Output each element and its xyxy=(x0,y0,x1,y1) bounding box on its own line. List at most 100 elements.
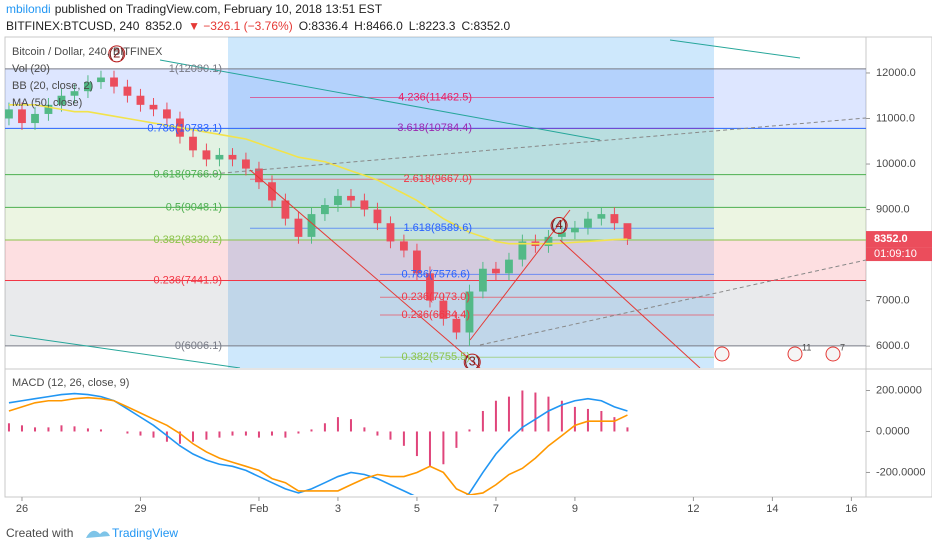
histogram-bar xyxy=(363,427,366,432)
candle-body xyxy=(242,159,250,169)
wave-marker xyxy=(108,45,126,63)
y-tick-label: 0.0000 xyxy=(876,425,910,437)
wave-label: (2) xyxy=(109,45,125,60)
fib-label: 2.618(9667.0) xyxy=(404,173,473,185)
candle-body xyxy=(465,291,474,333)
fib-label: 1.618(8589.6) xyxy=(404,222,473,234)
candle-body xyxy=(623,223,632,240)
histogram-bar xyxy=(560,400,563,432)
fib-band xyxy=(5,128,866,175)
candle-body xyxy=(123,86,132,96)
candle-body xyxy=(84,82,92,92)
event-badge: 11 xyxy=(802,342,811,352)
histogram-bar xyxy=(47,427,50,432)
histogram-bar xyxy=(415,431,418,457)
histogram-bar xyxy=(231,431,234,436)
candle-body xyxy=(478,268,487,292)
indicator-label: MA (50, close) xyxy=(12,97,82,109)
candle-body xyxy=(334,195,342,206)
candle-body xyxy=(399,241,408,251)
histogram-bar xyxy=(586,408,589,432)
histogram-bar xyxy=(20,425,23,432)
candle-body xyxy=(268,182,276,201)
change: ▼ −326.1 (−3.76%) xyxy=(188,19,293,33)
candle-body xyxy=(452,318,461,333)
candle-body xyxy=(136,95,145,105)
histogram-bar xyxy=(507,396,510,432)
trend-line xyxy=(249,169,481,368)
created-with: Created with xyxy=(6,526,73,540)
candle-body xyxy=(321,205,329,215)
price-pane xyxy=(5,37,866,368)
histogram-bar xyxy=(218,431,221,438)
candle-body xyxy=(571,227,579,233)
close: C:8352.0 xyxy=(461,19,510,33)
fib-label: 0.236(7073.0) xyxy=(402,291,471,303)
x-tick-label: 26 xyxy=(16,503,28,515)
histogram-bar xyxy=(257,431,260,438)
histogram-bar xyxy=(297,431,300,434)
y-tick-label: 200.0000 xyxy=(876,384,922,396)
event-flag[interactable] xyxy=(825,346,841,362)
histogram-bar xyxy=(34,427,37,432)
histogram-bar xyxy=(521,390,524,432)
candle-body xyxy=(57,95,66,105)
fib-band xyxy=(5,174,866,208)
published-text: published on TradingView.com, February 1… xyxy=(55,2,383,16)
histogram-bar xyxy=(191,431,194,442)
candle-body xyxy=(18,109,26,124)
x-tick-label: 5 xyxy=(414,503,420,515)
brand[interactable]: TradingView xyxy=(112,526,178,540)
candle-body xyxy=(110,77,118,87)
candle-body xyxy=(492,268,500,274)
histogram-bar xyxy=(60,425,63,432)
event-flag[interactable] xyxy=(714,346,730,362)
histogram-bar xyxy=(126,431,129,434)
histogram-bar xyxy=(547,396,550,432)
histogram-bar xyxy=(626,427,629,432)
symbol-line: BITFINEX:BTCUSD, 240 8352.0 ▼ −326.1 (−3.7… xyxy=(6,19,511,33)
histogram-bar xyxy=(86,428,89,432)
event-markers: 11 7 xyxy=(714,342,845,362)
indicator-label: BB (20, close, 2) xyxy=(12,80,93,92)
candle-body xyxy=(557,232,566,237)
candle-body xyxy=(544,236,553,246)
last: 8352.0 xyxy=(145,19,182,33)
histogram-bar xyxy=(376,431,379,436)
histogram-bar xyxy=(7,423,10,432)
footer: Created with TradingView xyxy=(6,526,178,540)
price-tag xyxy=(866,231,932,248)
candle-body xyxy=(373,209,382,224)
candle-body xyxy=(31,113,39,124)
histogram-bar xyxy=(99,429,102,432)
fib-label: 1(12090.1) xyxy=(169,63,222,75)
fib-label: 3.618(10784.4) xyxy=(397,122,472,134)
y-tick-label: 6000.0 xyxy=(876,340,910,352)
candle-body xyxy=(597,214,606,219)
symbol: BITFINEX:BTCUSD, 240 xyxy=(6,19,140,33)
histogram-bar xyxy=(573,406,576,432)
wave-label: (3) xyxy=(464,354,480,369)
candle-body xyxy=(360,200,369,210)
candle-body xyxy=(163,109,171,119)
candle-body xyxy=(202,150,211,160)
wave-label: (4) xyxy=(551,217,567,232)
candle-body xyxy=(215,154,224,160)
histogram-bar xyxy=(310,429,313,432)
candle-body xyxy=(228,154,237,160)
fib-label: 0.618(9766.0) xyxy=(154,169,223,181)
histogram-bar xyxy=(481,410,484,432)
candle-body xyxy=(386,223,395,242)
wave-marker xyxy=(463,353,481,368)
open: O:8336.4 xyxy=(299,19,349,33)
countdown-label: 01:09:10 xyxy=(874,248,917,260)
fib-label: 0.236(7441.9) xyxy=(154,274,223,286)
histogram-bar xyxy=(442,431,445,465)
candle-body xyxy=(439,300,448,319)
fib-label: 0.786(7576.6) xyxy=(402,268,471,280)
y-tick-label: 10000.0 xyxy=(876,158,916,170)
event-flag[interactable] xyxy=(787,346,803,362)
x-tick-label: 12 xyxy=(687,503,699,515)
histogram-bar xyxy=(284,431,287,438)
